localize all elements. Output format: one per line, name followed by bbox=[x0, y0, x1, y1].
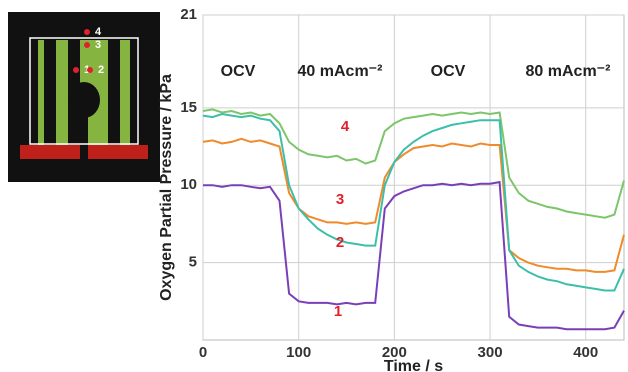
y-tick-label: 15 bbox=[180, 99, 197, 116]
y-tick-label: 21 bbox=[180, 6, 197, 23]
inset-marker bbox=[84, 29, 90, 35]
x-tick-label: 100 bbox=[286, 344, 311, 361]
x-axis-title: Time / s bbox=[384, 358, 443, 372]
inset-image bbox=[8, 12, 160, 182]
annotation: OCV bbox=[221, 63, 256, 80]
annotation: OCV bbox=[431, 63, 466, 80]
inset-marker bbox=[73, 67, 79, 73]
inset-label: 2 bbox=[98, 64, 104, 76]
x-tick-label: 0 bbox=[199, 344, 207, 361]
y-axis-title: Oxygen Partial Pressure / kPa bbox=[158, 74, 175, 301]
annotation: 80 mAcm⁻² bbox=[526, 63, 611, 80]
y-tick-label: 10 bbox=[180, 176, 197, 193]
series-label: 4 bbox=[341, 118, 350, 135]
inset-marker bbox=[87, 67, 93, 73]
y-tick-label: 5 bbox=[189, 254, 197, 271]
annotation: 40 mAcm⁻² bbox=[298, 63, 383, 80]
inset-label: 3 bbox=[95, 39, 101, 51]
series-label: 2 bbox=[336, 234, 344, 251]
inset-label: 4 bbox=[95, 26, 102, 38]
series-label: 1 bbox=[334, 303, 342, 320]
x-tick-label: 400 bbox=[573, 344, 598, 361]
series-label: 3 bbox=[336, 191, 344, 208]
x-tick-label: 300 bbox=[478, 344, 503, 361]
chart: 431251015210100200300400Time / sOxygen P… bbox=[0, 0, 628, 372]
inset-marker bbox=[84, 42, 90, 48]
